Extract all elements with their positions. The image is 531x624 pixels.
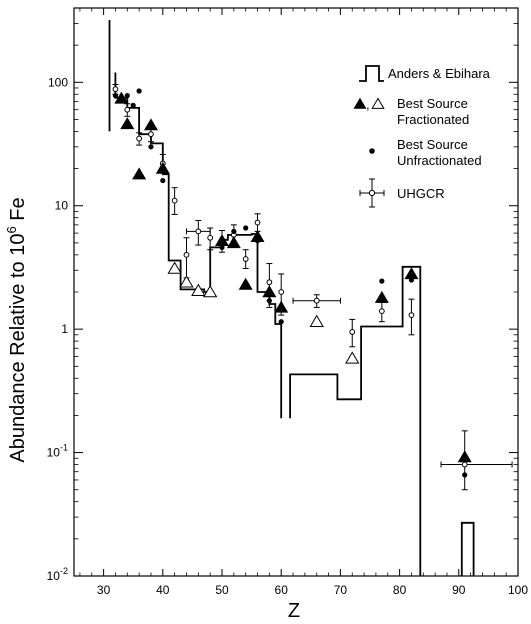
x-axis-ticks: 30 40 50 60 70 80 90 100 — [79, 8, 528, 597]
unfractionated-dot — [148, 144, 154, 150]
plot-frame — [73, 7, 519, 577]
fractionated-filled-triangle — [226, 236, 241, 249]
unfractionated-dot — [266, 298, 272, 304]
unfractionated-dot — [254, 238, 261, 244]
unfractionated-dot — [124, 93, 130, 99]
y-tick-label: 100 — [48, 75, 68, 89]
x-tick-label: 70 — [334, 583, 348, 597]
x-tick-label: 50 — [215, 583, 229, 597]
y-tick-label: 1 — [61, 322, 68, 336]
x-axis-title: Z — [288, 600, 300, 622]
uhgcr-point — [112, 83, 119, 95]
uhgcr-point — [278, 273, 285, 316]
fractionated-filled-triangle — [238, 277, 253, 290]
unfractionated-dot — [130, 102, 136, 108]
uhgcr-point — [292, 294, 341, 308]
legend-comma: , — [366, 97, 370, 112]
uhgcr-point — [254, 213, 261, 232]
fractionated-open-triangle — [345, 351, 360, 364]
x-tick-label: 100 — [508, 583, 528, 597]
y-axis-title: Abundance Relative to 106 Fe — [4, 197, 29, 462]
fractionated-filled-triangle — [457, 450, 472, 463]
fractionated-filled-triangle — [374, 290, 389, 303]
fractionated-open-triangle — [167, 261, 182, 274]
fractionated-filled-triangle — [404, 267, 419, 280]
uhgcr-point — [183, 237, 190, 279]
unfractionated-dot — [462, 472, 468, 478]
x-tick-label: 40 — [156, 583, 170, 597]
unfractionated-dot — [219, 244, 225, 250]
anders-ebihara-step — [289, 265, 422, 576]
fractionated-filled-triangle — [132, 167, 147, 180]
y-axis-ticks: 100 10 1 10-1 10-2 — [47, 7, 518, 583]
uhgcr-point — [171, 187, 178, 215]
legend-label-anders: Anders & Ebihara — [388, 66, 491, 81]
uhgcr-point — [349, 318, 356, 348]
uhgcr-point — [378, 301, 385, 323]
series-layer — [108, 20, 513, 576]
uhgcr-point — [440, 430, 513, 491]
fractionated-filled-triangle — [274, 300, 289, 313]
fractionated-open-triangle — [309, 314, 324, 327]
fractionated-open-triangle — [191, 283, 206, 296]
legend-open-triangle — [371, 97, 385, 109]
uhgcr-point — [136, 132, 143, 146]
legend: Anders & Ebihara, Best SourceFractionated… — [353, 65, 491, 208]
legend-label-fractionated: Best Source — [397, 96, 468, 111]
unfractionated-dot — [408, 277, 415, 283]
unfractionated-dot — [112, 93, 119, 99]
unfractionated-dot — [160, 177, 166, 184]
y-tick-label: 10-1 — [47, 443, 68, 460]
uhgcr-point — [242, 249, 249, 270]
legend-dot-symbol — [369, 148, 375, 154]
fractionated-filled-triangle — [155, 161, 170, 174]
legend-label-unfractionated-2: Unfractionated — [397, 153, 482, 168]
unfractionated-dot — [379, 278, 385, 284]
legend-step-symbol — [359, 65, 384, 82]
unfractionated-dot — [118, 95, 124, 101]
y-tick-label: 10-2 — [47, 566, 68, 583]
x-tick-label: 90 — [452, 583, 466, 597]
legend-label-fractionated-2: Fractionated — [397, 112, 469, 127]
unfractionated-dot — [243, 225, 249, 231]
unfractionated-dot — [136, 88, 142, 94]
x-tick-label: 30 — [97, 583, 111, 597]
uhgcr-point — [207, 227, 214, 251]
y-tick-label: 10 — [55, 199, 69, 213]
legend-uhgcr-symbol — [359, 178, 385, 208]
uhgcr-point — [185, 219, 211, 246]
uhgcr-point — [408, 298, 415, 336]
x-tick-label: 60 — [275, 583, 289, 597]
fractionated-filled-triangle — [143, 118, 158, 131]
plot-border — [73, 7, 519, 577]
anders-ebihara-step — [460, 521, 475, 576]
legend-label-uhgcr: UHGCR — [397, 186, 445, 201]
x-tick-label: 80 — [393, 583, 407, 597]
fractionated-filled-triangle — [262, 285, 277, 298]
unfractionated-dot — [278, 319, 284, 325]
fractionated-filled-triangle — [120, 117, 135, 130]
fractionated-open-triangle — [179, 275, 194, 288]
unfractionated-dot — [231, 228, 237, 234]
legend-filled-triangle — [353, 97, 367, 109]
fractionated-open-triangle — [202, 285, 218, 298]
uhgcr-point — [124, 103, 131, 117]
legend-label-unfractionated: Best Source — [397, 137, 468, 152]
